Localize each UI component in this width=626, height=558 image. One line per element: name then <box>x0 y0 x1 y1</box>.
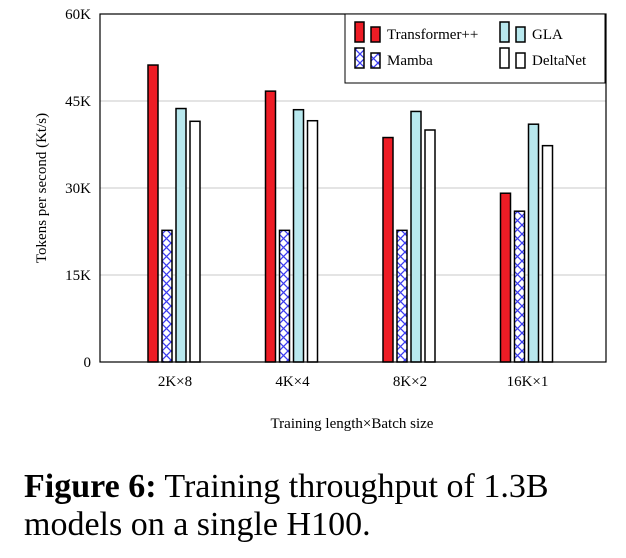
bar-deltanet <box>306 119 319 363</box>
x-tick-label: 16K×1 <box>507 374 549 390</box>
legend-item: DeltaNet <box>499 47 587 69</box>
y-tick-labels: 0 15K 30K 45K 60K <box>65 7 91 371</box>
bar-transformer <box>382 136 394 363</box>
y-tick-label: 30K <box>65 181 91 197</box>
caption-label: Figure 6: <box>24 468 157 505</box>
x-tick-label: 2K×8 <box>158 374 192 390</box>
legend-label: Mamba <box>387 53 433 69</box>
y-tick-label: 15K <box>65 268 91 284</box>
bar-transformer <box>147 64 159 363</box>
legend-swatch <box>499 47 510 69</box>
bar-transformer <box>264 90 277 363</box>
x-tick-label: 4K×4 <box>275 374 310 390</box>
legend: Transformer++ Mamba GLA DeltaNet <box>344 13 606 84</box>
legend-swatch <box>370 52 381 69</box>
legend-swatch <box>370 26 381 43</box>
legend-swatch <box>354 21 365 43</box>
y-axis-label: Tokens per second (Kt/s) <box>34 113 50 263</box>
bar-gla <box>410 110 422 363</box>
x-tick-label: 8K×2 <box>393 374 427 390</box>
bar-mamba <box>161 229 173 363</box>
y-tick-label: 0 <box>84 355 92 371</box>
bar-gla <box>175 107 187 363</box>
legend-item: GLA <box>499 21 563 43</box>
legend-item: Mamba <box>354 47 433 69</box>
bar-mamba <box>513 210 526 363</box>
legend-label: Transformer++ <box>387 27 478 43</box>
legend-swatch <box>354 47 365 69</box>
bar-mamba <box>396 229 408 363</box>
bar-mamba <box>278 229 291 363</box>
caption-text: Training throughput of 1.3B models on a … <box>24 468 549 543</box>
bar-gla <box>292 108 305 363</box>
legend-label: GLA <box>532 27 563 43</box>
bar-gla <box>527 123 540 363</box>
legend-swatch <box>515 26 526 43</box>
bar-deltanet <box>541 144 554 363</box>
y-tick-label: 45K <box>65 94 91 110</box>
y-tick-label: 60K <box>65 7 91 23</box>
bars <box>147 64 554 363</box>
legend-swatch <box>515 52 526 69</box>
x-axis-label: Training length×Batch size <box>271 416 434 432</box>
bar-deltanet <box>189 120 201 363</box>
figure-caption: Figure 6: Training throughput of 1.3B mo… <box>24 468 624 544</box>
legend-label: DeltaNet <box>532 53 587 69</box>
legend-swatch <box>499 21 510 43</box>
bar-deltanet <box>424 129 436 363</box>
bar-chart: 0 15K 30K 45K 60K 2K×8 4K×4 8K×2 16K×1 Tokens p… <box>34 7 607 432</box>
x-tick-labels: 2K×8 4K×4 8K×2 16K×1 <box>158 374 549 390</box>
legend-item: Transformer++ <box>354 21 478 43</box>
bar-transformer <box>499 192 512 363</box>
